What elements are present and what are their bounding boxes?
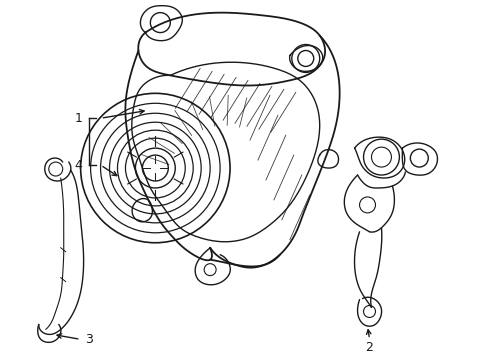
Text: 3: 3 <box>84 333 92 346</box>
Text: 1: 1 <box>75 112 82 125</box>
Text: 4: 4 <box>75 158 82 172</box>
Text: 2: 2 <box>365 341 373 354</box>
